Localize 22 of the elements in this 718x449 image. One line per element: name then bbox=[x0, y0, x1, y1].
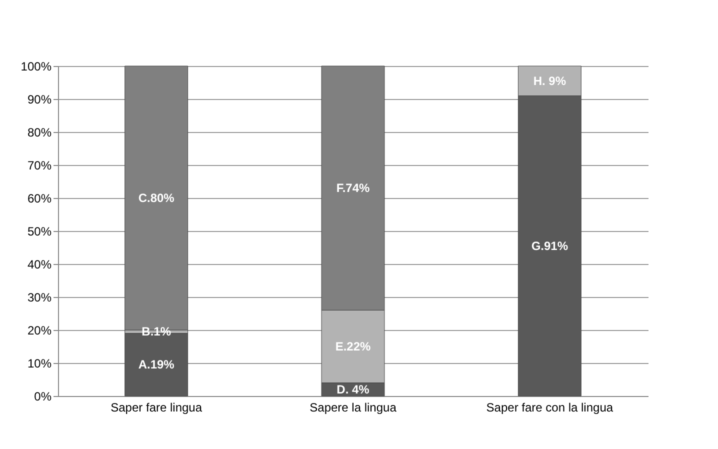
data-label: G.91% bbox=[531, 238, 568, 253]
y-tick-label: 40% bbox=[27, 258, 52, 272]
y-tick-label: 0% bbox=[34, 390, 52, 404]
x-tick-label: Saper fare lingua bbox=[110, 400, 202, 414]
y-tick-label: 70% bbox=[27, 158, 52, 172]
data-label: H. 9% bbox=[533, 74, 566, 88]
y-tick-label: 80% bbox=[27, 126, 52, 140]
y-tick-label: 90% bbox=[27, 92, 52, 106]
y-tick-label: 10% bbox=[27, 356, 52, 370]
data-label: A.19% bbox=[138, 358, 175, 372]
data-label: E.22% bbox=[335, 340, 372, 354]
data-label: B.1% bbox=[142, 324, 172, 339]
y-tick-label: 50% bbox=[27, 224, 52, 238]
y-tick-label: 100% bbox=[20, 60, 52, 74]
y-tick-label: 30% bbox=[27, 290, 52, 304]
x-tick-label: Saper fare con la lingua bbox=[486, 400, 614, 414]
data-label: D. 4% bbox=[336, 382, 370, 396]
data-label: F.74% bbox=[336, 181, 370, 196]
y-tick-label: 20% bbox=[27, 324, 52, 338]
y-tick-label: 60% bbox=[27, 192, 52, 206]
data-label: C.80% bbox=[138, 191, 175, 205]
x-tick-label: Sapere la lingua bbox=[310, 400, 397, 414]
